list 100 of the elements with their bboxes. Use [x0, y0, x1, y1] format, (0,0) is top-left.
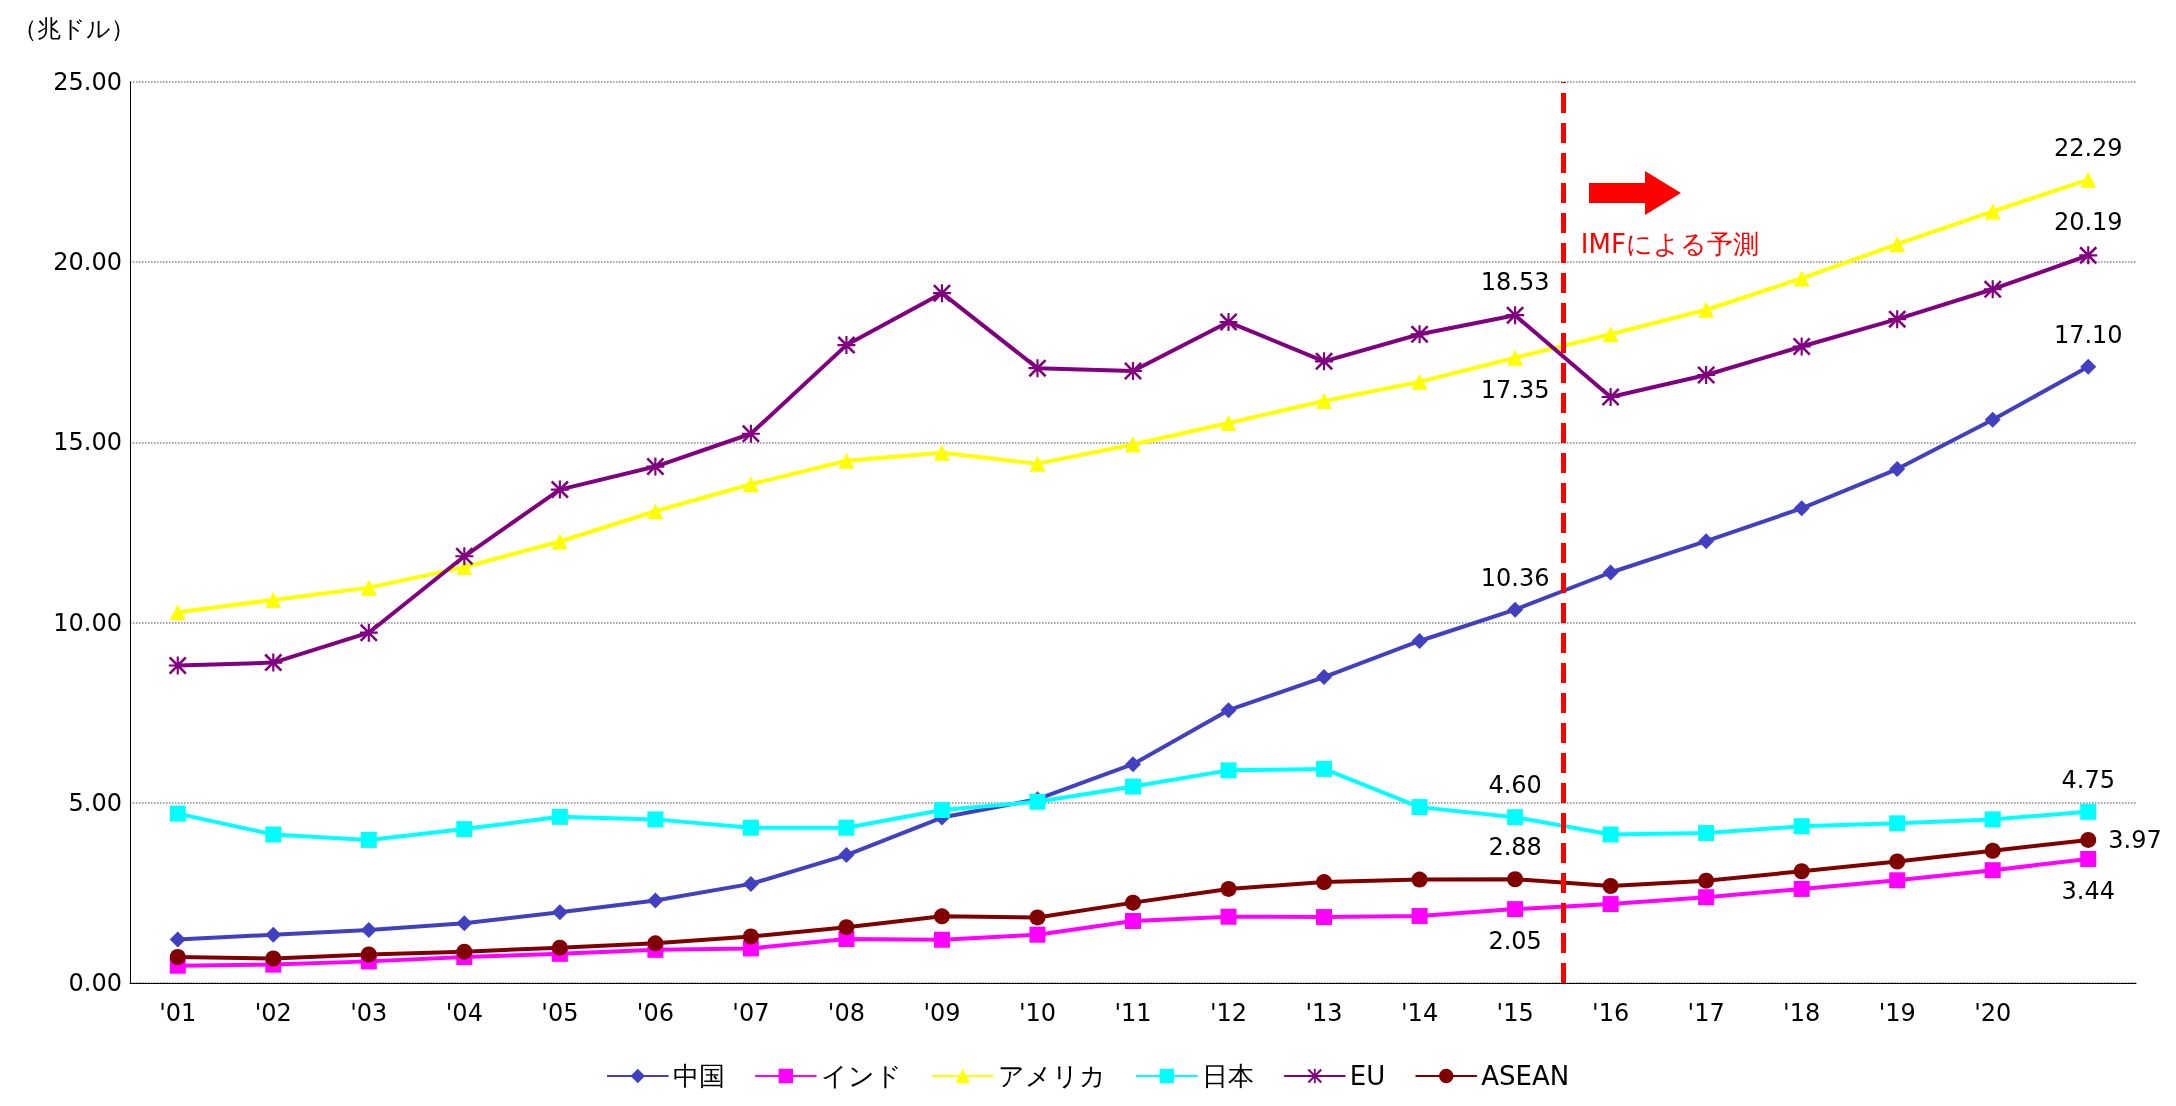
- point: [1411, 871, 1428, 888]
- point: [550, 480, 569, 499]
- point: [169, 931, 186, 948]
- y-tick-label: 10.00: [53, 608, 122, 637]
- point: [933, 908, 950, 925]
- data-label: 4.75: [2061, 765, 2115, 794]
- point: [1411, 373, 1428, 390]
- data-label: 17.35: [1480, 375, 1550, 404]
- point: [1220, 880, 1237, 897]
- x-tick-label: '11: [1114, 999, 1152, 1027]
- point: [1984, 203, 2001, 220]
- legend-label: 中国: [672, 1061, 725, 1091]
- point: [2080, 358, 2097, 375]
- legend-label: 日本: [1201, 1061, 1254, 1091]
- point: [1315, 352, 1334, 371]
- x-tick-label: '18: [1783, 999, 1821, 1027]
- point: [1411, 907, 1428, 924]
- point: [1220, 702, 1237, 719]
- point: [1793, 863, 1810, 880]
- legend-label: EU: [1349, 1061, 1386, 1091]
- x-tick-label: '12: [1209, 999, 1248, 1027]
- point: [360, 922, 377, 939]
- data-label: 2.05: [1488, 927, 1542, 956]
- legend-label: インド: [820, 1061, 902, 1091]
- y-tick-label: 0.00: [68, 969, 122, 997]
- point: [1220, 908, 1237, 925]
- point: [169, 604, 186, 621]
- point: [265, 591, 282, 608]
- point: [837, 336, 856, 355]
- point: [1602, 896, 1619, 913]
- point: [1125, 436, 1141, 453]
- point: [2080, 831, 2097, 848]
- point: [169, 805, 186, 822]
- point: [1220, 762, 1237, 779]
- point: [1698, 889, 1715, 906]
- point: [1602, 326, 1619, 343]
- y-axis-title: （兆ドル）: [13, 15, 135, 43]
- point: [551, 904, 568, 921]
- point: [647, 811, 664, 828]
- point: [169, 949, 186, 966]
- point: [360, 579, 377, 596]
- x-tick-label: '08: [827, 999, 865, 1027]
- point: [456, 821, 473, 838]
- point: [1219, 313, 1238, 332]
- x-tick-label: '15: [1496, 999, 1534, 1027]
- point: [1316, 760, 1333, 777]
- legend-label: ASEAN: [1481, 1061, 1570, 1091]
- point: [1602, 826, 1619, 843]
- x-tick-label: '17: [1687, 999, 1725, 1027]
- point: [551, 939, 568, 956]
- point: [1507, 809, 1524, 826]
- point: [1125, 778, 1141, 795]
- point: [742, 819, 759, 836]
- point: [1507, 349, 1524, 366]
- point: [838, 919, 855, 936]
- point: [265, 950, 282, 967]
- legend-label: アメリカ: [997, 1061, 1106, 1091]
- data-label: 17.10: [2053, 320, 2123, 349]
- point: [551, 808, 568, 825]
- point: [1984, 411, 2001, 428]
- point: [1029, 455, 1046, 472]
- point: [1698, 533, 1715, 550]
- point: [742, 476, 759, 493]
- point: [1125, 894, 1141, 911]
- point: [933, 802, 950, 819]
- point: [933, 444, 950, 461]
- point: [1889, 461, 1906, 478]
- point: [551, 533, 568, 550]
- point: [838, 452, 855, 469]
- x-tick-label: '07: [732, 999, 770, 1027]
- point: [1125, 913, 1141, 930]
- point: [1507, 601, 1524, 618]
- point: [1602, 564, 1619, 581]
- point: [2080, 171, 2097, 188]
- point: [1316, 909, 1333, 926]
- x-tick-label: '09: [923, 999, 961, 1027]
- point: [360, 946, 377, 963]
- data-label: 4.60: [1488, 771, 1542, 800]
- point: [1029, 926, 1046, 943]
- point: [1698, 825, 1715, 842]
- data-label: 10.36: [1480, 563, 1550, 592]
- data-label: 22.29: [2053, 133, 2123, 162]
- point: [1125, 756, 1141, 773]
- point: [1410, 325, 1429, 344]
- point: [742, 928, 759, 945]
- data-label: 18.53: [1480, 268, 1550, 297]
- point: [1220, 414, 1237, 431]
- y-tick-label: 20.00: [53, 248, 122, 277]
- x-tick-label: '19: [1878, 999, 1916, 1027]
- x-tick-label: '20: [1974, 999, 2012, 1027]
- point: [1984, 811, 2001, 828]
- point: [1316, 392, 1333, 409]
- point: [360, 831, 377, 848]
- point: [1602, 878, 1619, 895]
- x-tick-label: '05: [541, 999, 579, 1027]
- point: [1698, 301, 1715, 318]
- point: [1029, 909, 1046, 926]
- point: [1793, 880, 1810, 897]
- data-label: 3.44: [2061, 877, 2115, 906]
- x-tick-label: '13: [1305, 999, 1343, 1027]
